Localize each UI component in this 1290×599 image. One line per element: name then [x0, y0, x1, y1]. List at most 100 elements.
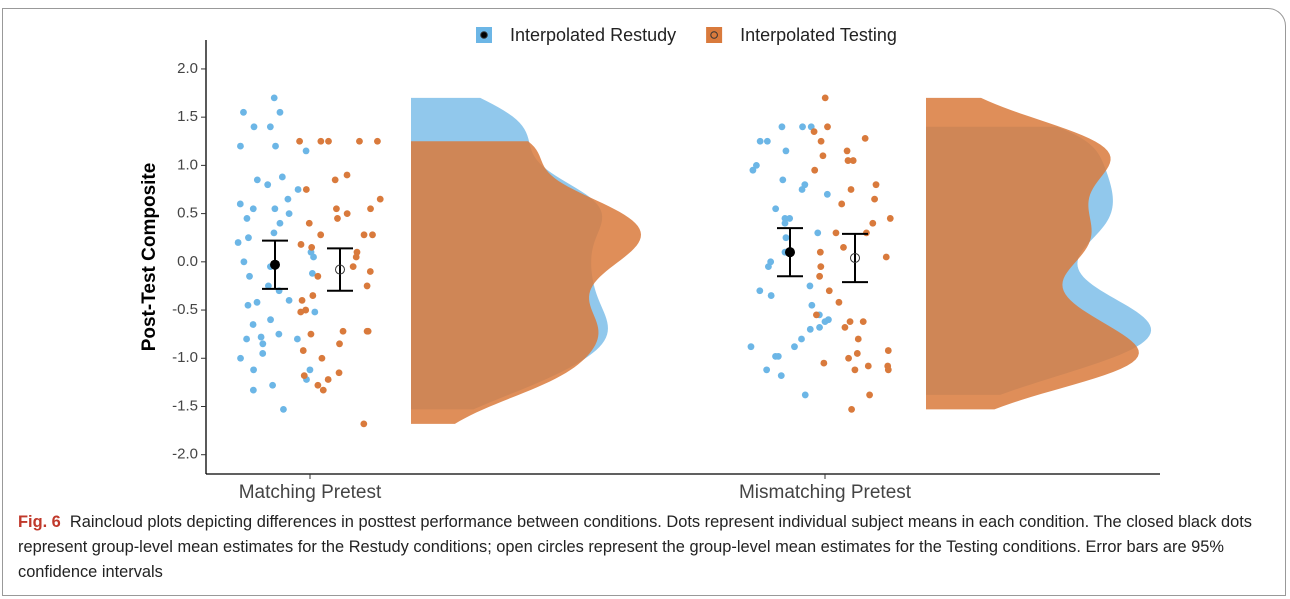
data-point	[767, 292, 775, 299]
data-point	[269, 381, 276, 389]
legend-label: Interpolated Testing	[740, 25, 897, 45]
data-point	[250, 123, 258, 131]
data-point	[310, 253, 317, 261]
data-point	[374, 137, 381, 145]
data-point	[284, 195, 292, 203]
data-point	[801, 391, 809, 399]
mean-marker	[270, 259, 280, 270]
caption: Fig. 6 Raincloud plots depicting differe…	[18, 510, 1268, 585]
data-point	[245, 234, 252, 242]
data-point	[774, 352, 782, 360]
data-point	[299, 347, 307, 354]
data-point	[349, 263, 357, 271]
density	[926, 97, 1139, 410]
data-point	[816, 324, 823, 331]
data-point	[305, 219, 313, 227]
data-point	[821, 94, 829, 102]
data-point	[845, 354, 852, 362]
data-point	[806, 282, 814, 290]
data-point	[781, 215, 789, 222]
data-point	[270, 94, 278, 102]
data-point	[309, 292, 317, 299]
data-point	[244, 301, 252, 309]
data-point	[267, 316, 274, 324]
data-point	[270, 229, 278, 237]
data-point	[343, 171, 351, 179]
data-point	[253, 176, 261, 184]
data-point	[311, 308, 319, 316]
caption-label: Fig. 6	[18, 513, 61, 531]
data-point	[819, 152, 827, 160]
data-point	[364, 327, 372, 335]
data-point	[236, 200, 244, 208]
data-point	[854, 335, 862, 343]
data-point	[297, 241, 305, 248]
data-point	[791, 343, 798, 351]
data-point	[749, 166, 757, 174]
data-point	[772, 205, 780, 213]
data-point	[360, 420, 368, 428]
data-point	[234, 239, 242, 246]
data-point	[781, 219, 789, 227]
data-point	[249, 386, 257, 394]
data-point	[872, 181, 880, 189]
data-point	[756, 287, 764, 295]
data-point	[882, 253, 890, 261]
data-point	[847, 186, 855, 193]
data-point	[808, 301, 816, 309]
data-point	[840, 243, 847, 251]
data-point	[763, 366, 771, 374]
data-point	[756, 137, 764, 145]
error-bar	[842, 232, 868, 284]
data-point	[259, 350, 267, 357]
data-point	[782, 147, 790, 155]
data-point	[871, 195, 878, 203]
data-point	[264, 282, 272, 290]
data-point	[782, 234, 790, 242]
y-tick-label: 1.5	[177, 108, 198, 125]
data-point	[278, 173, 286, 181]
data-point	[786, 215, 794, 222]
data-point	[859, 318, 867, 326]
data-point	[798, 186, 806, 193]
data-point	[779, 176, 787, 184]
data-point	[334, 215, 341, 222]
data-point	[271, 205, 279, 213]
data-point	[240, 258, 248, 266]
data-point	[333, 205, 340, 213]
data-point	[264, 181, 272, 189]
data-point	[246, 272, 253, 280]
data-point	[821, 318, 829, 326]
y-tick-label: -0.5	[172, 301, 198, 318]
data-point	[765, 263, 772, 271]
y-tick-label: -1.5	[172, 397, 198, 414]
data-point	[302, 147, 310, 155]
y-tick-label: 1.0	[177, 156, 198, 173]
legend-marker	[480, 31, 488, 39]
data-point	[266, 123, 274, 131]
data-point	[813, 311, 820, 319]
data-point	[318, 354, 326, 362]
data-point	[814, 229, 822, 237]
data-point	[237, 354, 244, 362]
data-point	[335, 369, 343, 377]
data-point	[306, 366, 314, 374]
data-point	[806, 325, 814, 333]
data-point	[861, 134, 869, 142]
data-point	[817, 137, 825, 145]
data-point	[884, 366, 892, 374]
data-point	[816, 248, 824, 256]
data-point	[307, 330, 315, 338]
data-point	[752, 161, 760, 169]
data-point	[249, 205, 257, 213]
data-point	[832, 229, 840, 237]
data-point	[844, 157, 852, 164]
data-point	[308, 269, 316, 277]
data-point	[846, 318, 854, 326]
data-point	[820, 359, 828, 367]
data-point	[297, 308, 305, 316]
y-axis-label: Post-Test Composite	[139, 163, 160, 352]
data-point	[257, 333, 265, 341]
data-point	[838, 200, 846, 208]
